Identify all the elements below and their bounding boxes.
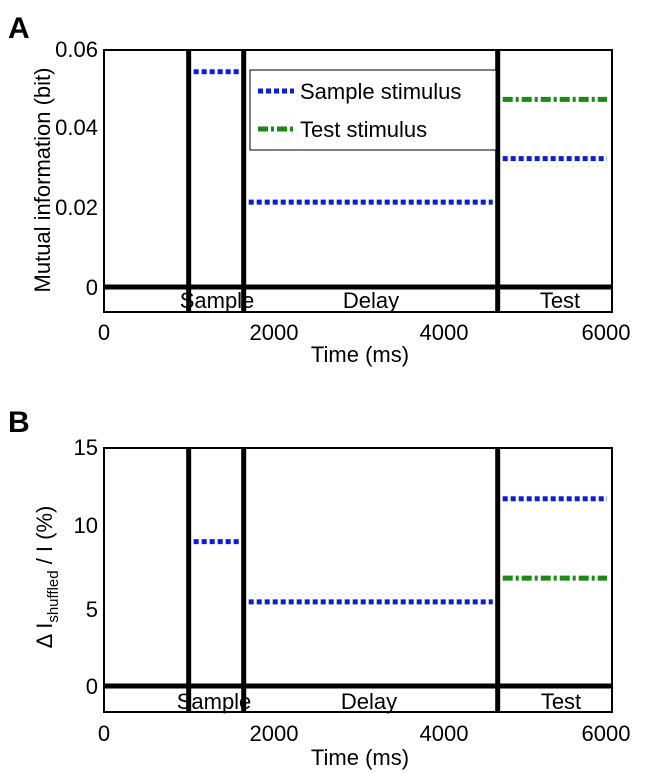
panel-b-x-axis-label: Time (ms) xyxy=(311,745,409,770)
panel-a-y-tick-label: 0.02 xyxy=(55,195,98,220)
panel-b-x-tick-label: 6000 xyxy=(582,721,631,746)
panel-a-epoch-label-test: Test xyxy=(540,288,580,313)
panel-a-y-tick-label: 0.06 xyxy=(55,37,98,62)
panel-a-x-tick-label: 4000 xyxy=(420,320,469,345)
panel-a-x-tick-label: 0 xyxy=(98,320,110,345)
panel-b-epoch-label-sample: Sample xyxy=(177,689,252,714)
panel-b-epoch-label-test: Test xyxy=(541,689,581,714)
panel-a-y-axis-label: Mutual information (bit) xyxy=(30,68,55,293)
panel-a-legend: Sample stimulus Test stimulus xyxy=(249,69,497,151)
panel-a-epoch-label-delay: Delay xyxy=(343,288,399,313)
panel-b-x-tick-label: 4000 xyxy=(420,721,469,746)
panel-b-y-label-suffix: / I (%) xyxy=(32,506,57,571)
panel-b-y-tick-label: 10 xyxy=(74,513,98,538)
panel-a-x-axis-label: Time (ms) xyxy=(311,342,409,367)
panel-b-y-label-sub: shuffled xyxy=(45,570,62,622)
panel-b-y-tick-label: 5 xyxy=(86,597,98,622)
legend-label-test: Test stimulus xyxy=(300,117,427,142)
panel-b-epoch-boundaries xyxy=(186,448,501,712)
panel-b-x-tick-label: 0 xyxy=(98,721,110,746)
panel-b-epoch-label-delay: Delay xyxy=(341,689,397,714)
panel-b-y-label-prefix: Δ I xyxy=(32,623,57,649)
panel-b-y-tick-label: 0 xyxy=(86,674,98,699)
panel-a-x-tick-label: 6000 xyxy=(582,320,631,345)
panel-a-y-tick-label: 0.04 xyxy=(55,115,98,140)
panel-b: B Δ Ishuffled / I (%) 0 5 10 15 0 2000 4… xyxy=(8,406,630,770)
legend-label-sample: Sample stimulus xyxy=(300,79,461,104)
panel-a-plot-frame xyxy=(103,49,613,313)
panel-a-label: A xyxy=(8,12,30,45)
panel-b-label: B xyxy=(8,406,30,439)
panel-a-series xyxy=(193,69,607,205)
panel-b-x-tick-label: 2000 xyxy=(250,721,299,746)
panel-a: A Mutual information (bit) 0 0.02 0.04 0… xyxy=(8,12,630,367)
panel-b-y-tick-label: 15 xyxy=(74,435,98,460)
legend-box xyxy=(249,69,497,151)
panel-b-plot-frame xyxy=(103,447,613,713)
panel-a-epoch-label-sample: Sample xyxy=(180,288,255,313)
panel-b-series xyxy=(193,496,607,605)
panel-b-y-axis-label: Δ Ishuffled / I (%) xyxy=(32,506,62,649)
panel-a-epoch-boundaries xyxy=(186,50,501,312)
panel-a-y-tick-label: 0 xyxy=(86,275,98,300)
panel-a-x-tick-label: 2000 xyxy=(250,320,299,345)
